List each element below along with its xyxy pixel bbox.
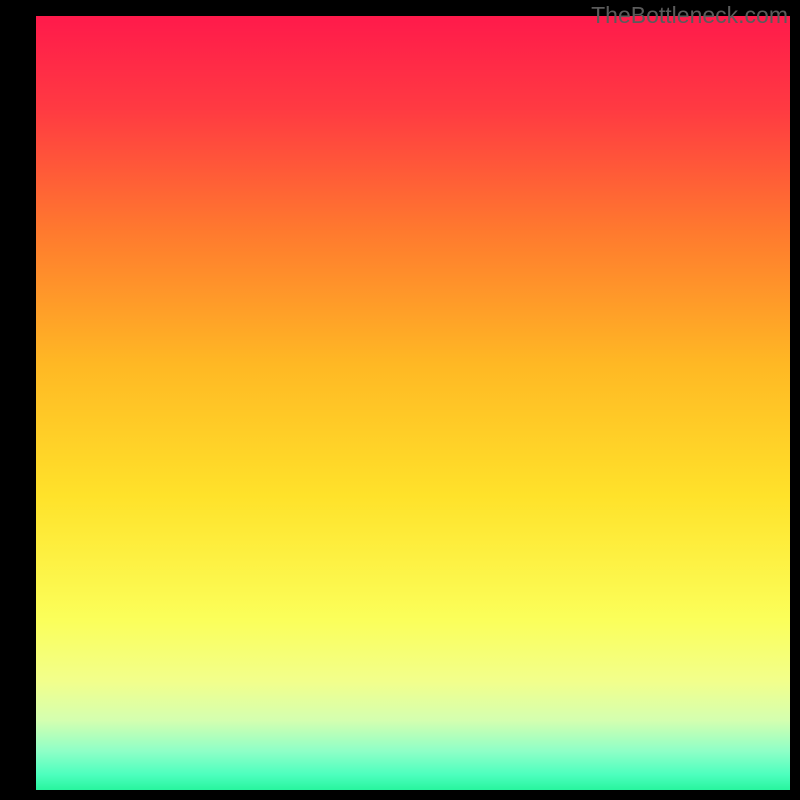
gradient-background [36,16,790,790]
watermark-text: TheBottleneck.com [591,2,788,29]
plot-area [36,16,790,790]
